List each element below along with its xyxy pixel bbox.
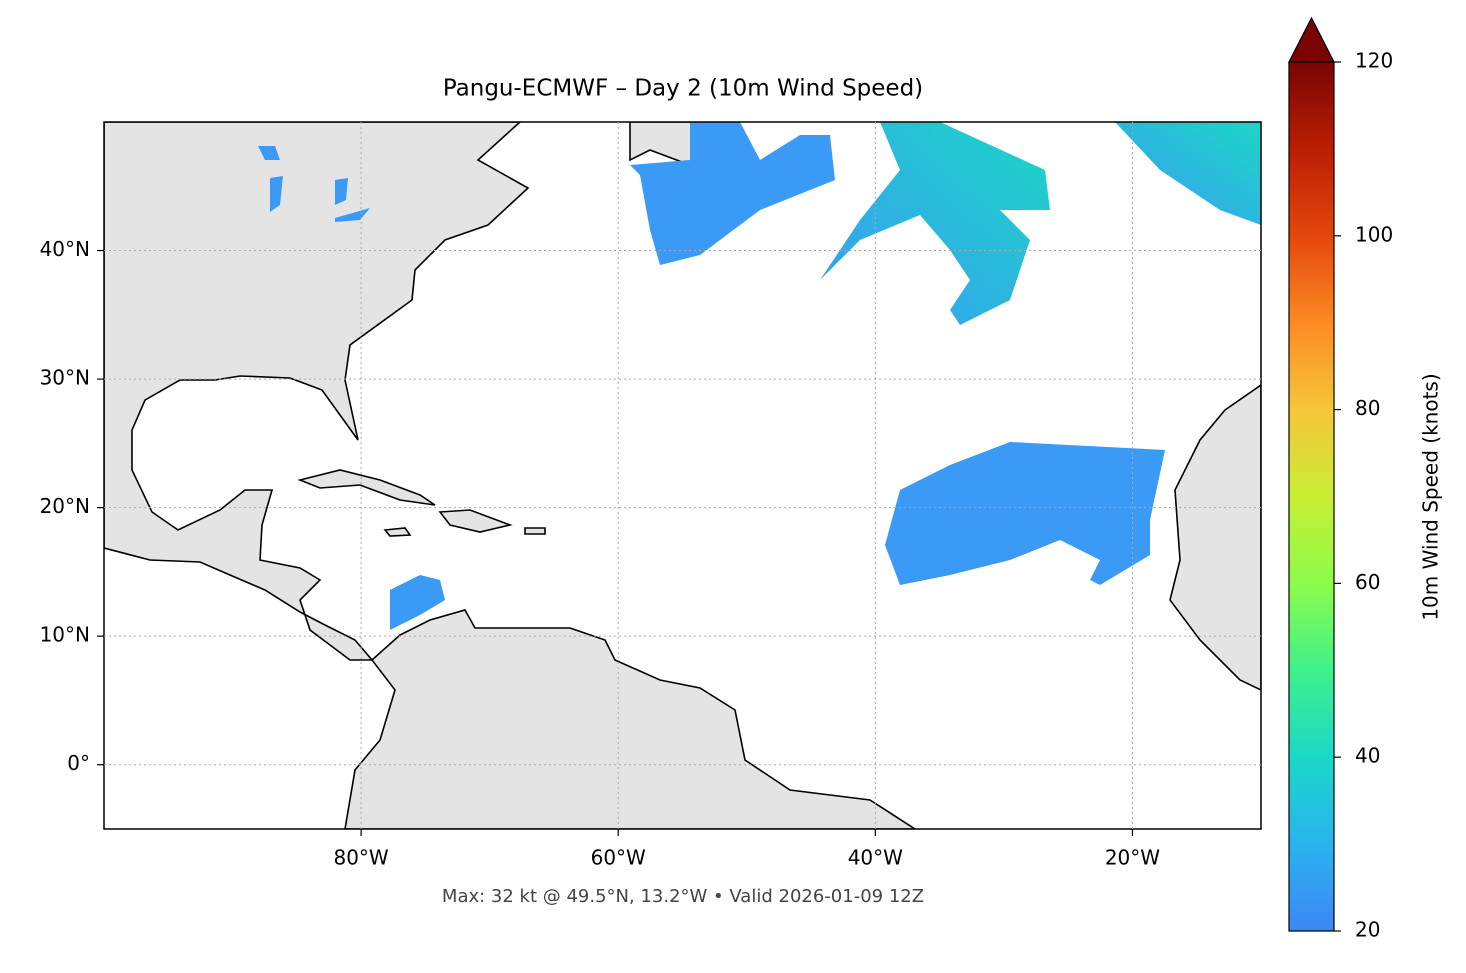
colorbar-tick-label: 20 [1355, 918, 1380, 942]
colorbar-label: 10m Wind Speed (knots) [1419, 373, 1443, 620]
africa [1169, 384, 1261, 691]
colorbar-tick-label: 40 [1355, 744, 1380, 768]
wind-area [390, 575, 445, 630]
y-tick-label: 20°N [40, 494, 90, 518]
footer: Max: 32 kt @ 49.5°N, 13.2°W • Valid 2026… [442, 886, 924, 907]
colorbar [1288, 61, 1335, 932]
y-tick-label: 30°N [40, 366, 90, 390]
north-america [104, 122, 530, 661]
y-tick-label: 10°N [40, 623, 90, 647]
y-tick-label: 0° [67, 751, 90, 775]
map-frame [103, 121, 1262, 830]
wind-area [258, 146, 370, 222]
y-tick-label: 40°N [40, 237, 90, 261]
colorbar-tick-label: 60 [1355, 570, 1380, 594]
x-tick-label: 20°W [1105, 846, 1160, 870]
wind-area [885, 442, 1165, 585]
hispaniola [438, 509, 513, 533]
colorbar-tick-label: 100 [1355, 222, 1393, 246]
jamaica [383, 527, 412, 537]
colorbar-tick-label: 120 [1355, 49, 1393, 73]
x-tick-label: 60°W [591, 846, 646, 870]
x-tick-label: 40°W [848, 846, 903, 870]
wind-area [1115, 122, 1261, 225]
wind-area [820, 122, 1050, 325]
south-america [344, 609, 917, 829]
map [104, 122, 1261, 829]
colorbar-extend [1288, 16, 1335, 63]
cuba [297, 469, 436, 506]
puerto-rico [524, 527, 546, 535]
x-tick-label: 80°W [333, 846, 388, 870]
colorbar-tick-label: 80 [1355, 396, 1380, 420]
chart-title: Pangu-ECMWF – Day 2 (10m Wind Speed) [443, 76, 923, 102]
wind-area [630, 122, 835, 265]
